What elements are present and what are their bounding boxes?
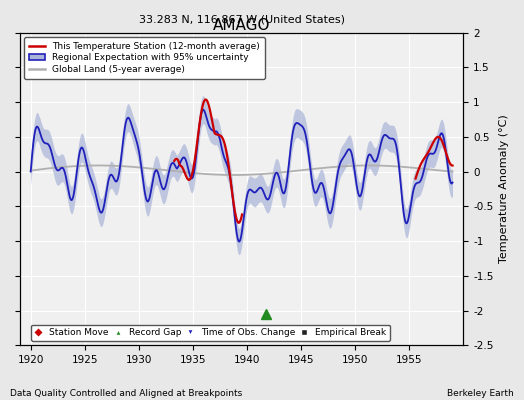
Title: AMAGO: AMAGO: [213, 18, 270, 33]
Text: Berkeley Earth: Berkeley Earth: [447, 389, 514, 398]
Text: Data Quality Controlled and Aligned at Breakpoints: Data Quality Controlled and Aligned at B…: [10, 389, 243, 398]
Y-axis label: Temperature Anomaly (°C): Temperature Anomaly (°C): [499, 115, 509, 263]
Legend: Station Move, Record Gap, Time of Obs. Change, Empirical Break: Station Move, Record Gap, Time of Obs. C…: [31, 324, 390, 341]
Text: 33.283 N, 116.867 W (United States): 33.283 N, 116.867 W (United States): [139, 15, 345, 25]
